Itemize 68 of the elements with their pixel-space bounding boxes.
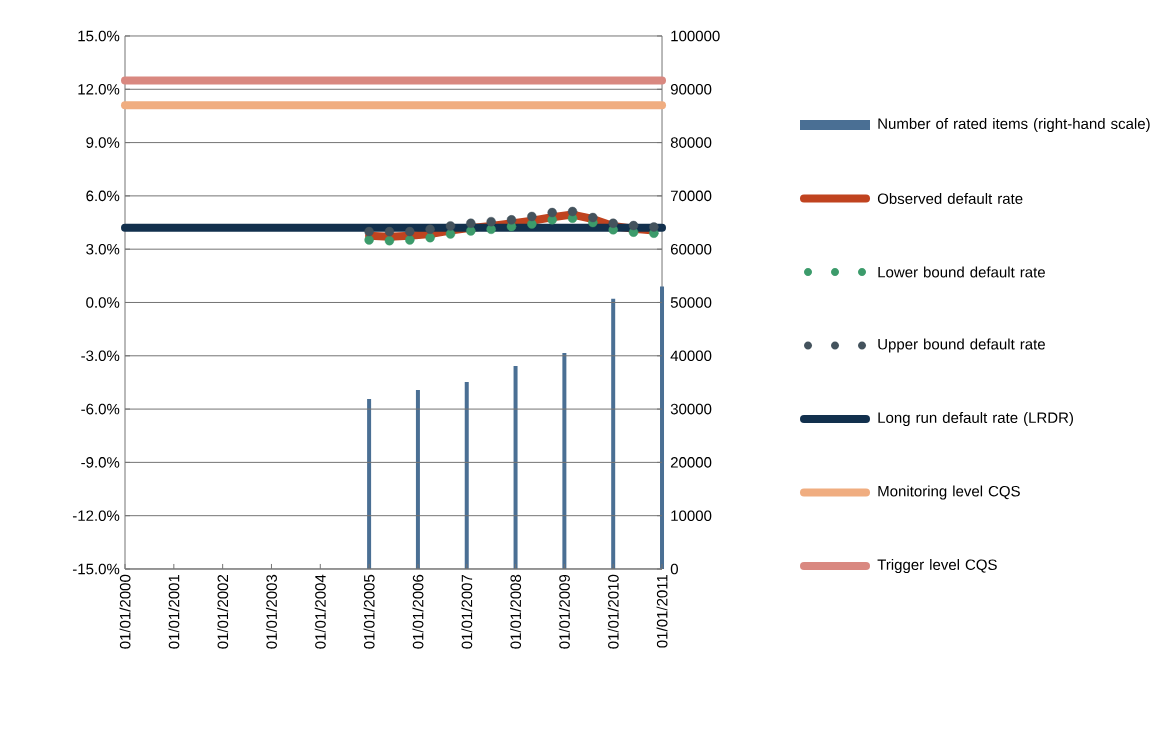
legend-label: Monitoring level CQS	[878, 485, 1020, 500]
bar	[562, 353, 567, 569]
x-tick-label: 01/01/2002	[217, 574, 229, 649]
y-tick-label: 6.0%	[86, 190, 120, 202]
point	[628, 220, 639, 231]
y2-tick-label: 30000	[670, 403, 712, 415]
legend-label: Lower bound default rate	[878, 266, 1045, 278]
y-tick-label: -15.0%	[72, 563, 120, 575]
point	[384, 235, 395, 246]
point	[547, 207, 557, 218]
x-tick-label: 01/01/2000	[119, 574, 131, 649]
y-tick-label: 15.0%	[78, 30, 120, 42]
y-tick-label: -6.0%	[81, 403, 120, 415]
bar	[611, 298, 616, 569]
point	[405, 226, 415, 237]
x-tick-label: 01/01/2004	[314, 574, 326, 649]
y2-tick-label: 10000	[671, 510, 712, 521]
point	[405, 235, 415, 245]
x-tick-label: 01/01/2006	[412, 574, 424, 649]
legend-label: Upper bound default rate	[878, 338, 1045, 353]
y2-tick-label: 50000	[670, 297, 712, 308]
point	[364, 226, 374, 237]
point	[425, 232, 435, 243]
y-tick-label: 9.0%	[86, 137, 120, 148]
x-tick-label: 01/01/2010	[607, 574, 619, 649]
x-tick-label: 01/01/2009	[558, 574, 570, 649]
bar	[367, 398, 372, 569]
legend-label: Number of rated items (right-hand scale)	[878, 117, 1150, 132]
y-tick-label: -12.0%	[72, 510, 120, 521]
y2-tick-label: 20000	[670, 457, 712, 468]
y-tick-label: 12.0%	[78, 83, 120, 95]
y2-tick-label: 60000	[670, 243, 712, 255]
point	[425, 224, 435, 234]
bar	[660, 286, 665, 569]
x-tick-label: 01/01/2007	[461, 574, 473, 649]
point	[384, 226, 395, 237]
y2-tick-label: 100000	[671, 30, 720, 42]
x-tick-label: 01/01/2008	[510, 574, 522, 649]
legend-label: Trigger level CQS	[877, 558, 997, 573]
legend-label: Long run default rate (LRDR)	[878, 411, 1073, 426]
point	[649, 222, 659, 232]
point	[486, 216, 496, 227]
y2-tick-label: 80000	[670, 137, 712, 148]
y-tick-label: -9.0%	[81, 457, 120, 468]
x-tick-label: 01/01/2011	[656, 574, 668, 648]
y2-tick-label: 0	[670, 563, 678, 575]
point	[364, 235, 374, 245]
bar	[415, 389, 420, 569]
y-tick-label: 0.0%	[86, 297, 120, 308]
y2-tick-label: 90000	[670, 83, 712, 95]
y2-tick-label: 40000	[670, 350, 712, 362]
point	[466, 218, 476, 228]
point	[588, 212, 598, 223]
x-tick-label: 01/01/2003	[265, 574, 277, 649]
point	[567, 206, 578, 217]
point	[527, 211, 537, 222]
point	[486, 224, 496, 234]
x-tick-label: 01/01/2001	[168, 574, 180, 649]
bar	[513, 365, 518, 569]
point	[445, 221, 456, 231]
y-tick-label: -3.0%	[81, 350, 120, 362]
bar	[464, 381, 469, 569]
point	[506, 215, 517, 225]
y-tick-label: 3.0%	[86, 243, 120, 255]
y2-tick-label: 70000	[670, 190, 712, 202]
x-tick-label: 01/01/2005	[363, 574, 375, 649]
point	[608, 218, 618, 228]
legend-label: Observed default rate	[877, 192, 1023, 204]
